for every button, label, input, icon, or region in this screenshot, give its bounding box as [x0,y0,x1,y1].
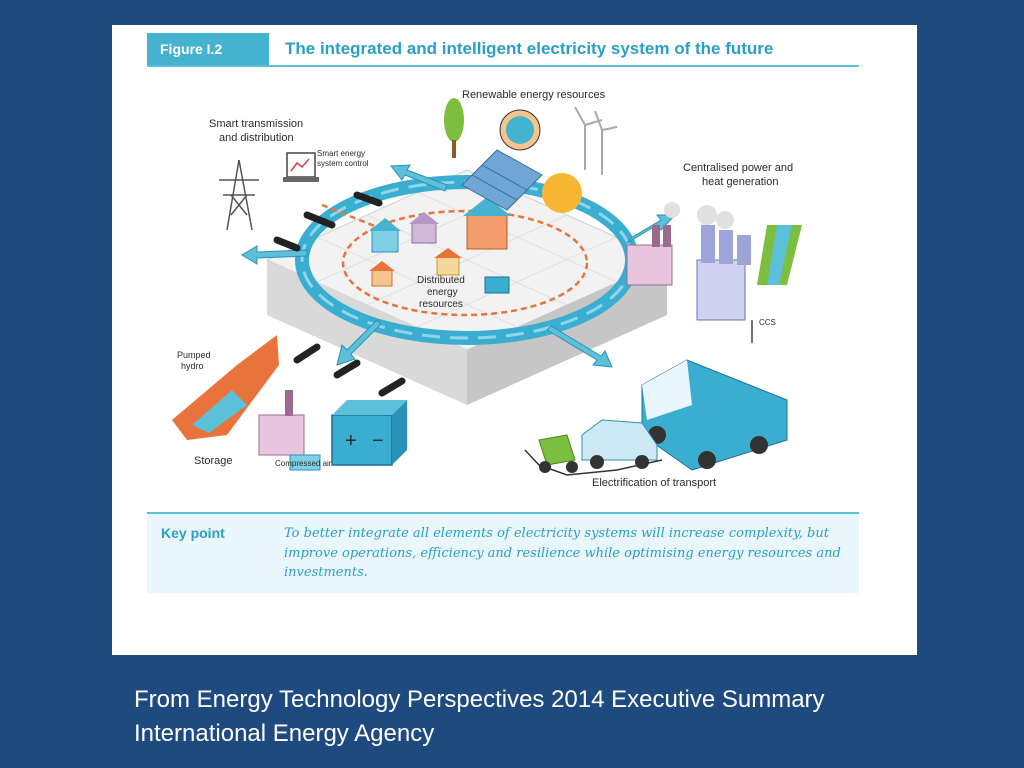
svg-text:−: − [372,430,384,452]
wind-turbine-icon [574,106,618,175]
label-smart-control-2: system control [317,159,369,168]
label-distributed-2: energy [427,287,458,298]
power-station [696,259,746,321]
cables [273,191,406,397]
label-renewable: Renewable energy resources [462,89,606,101]
car-icon [581,419,658,461]
orange-link [321,203,398,237]
compressed-air-tank [289,454,321,471]
battery-icon [331,414,393,466]
flow-arrows [241,164,677,368]
figure-title: The integrated and intelligent electrici… [285,39,774,58]
figure-panel: Figure I.2 The integrated and intelligen… [112,25,917,655]
label-pumped-1: Pumped [177,350,211,360]
label-centralised-1: Centralised power and [683,162,793,174]
figure-tag: Figure I.2 [147,33,269,65]
label-ccs: CCS [759,318,776,327]
electric-transport [524,359,788,476]
key-point-text: To better integrate all elements of elec… [284,526,841,580]
house-2 [411,222,437,244]
key-point-label: Key point [161,525,225,541]
centralised-power-plant [626,202,802,343]
caption-line-1: From Energy Technology Perspectives 2014… [134,686,825,713]
label-distributed-1: Distributed [417,275,465,286]
caption-line-2: International Energy Agency [134,720,435,747]
transmission-tower-icon [219,159,259,231]
figure-header: Figure I.2 The integrated and intelligen… [147,33,859,67]
label-smart-control-1: Smart energy [317,149,365,158]
renewable-resources [444,98,618,213]
hydro-dam-icon [506,116,534,144]
pumped-hydro-icon [172,335,279,440]
house-1 [371,229,399,253]
electricity-system-diagram: + − Renewable energy resources Smart tra… [172,89,802,489]
house-5 [436,256,460,276]
label-transport: Electrification of transport [592,477,716,489]
sun-icon [542,173,582,213]
storage-elements: + − [172,335,407,471]
label-compressed-air: Compressed air [275,459,332,468]
label-smart-transmission-1: Smart transmission [209,118,303,130]
smart-control-monitor-icon [283,152,319,182]
house-4 [371,269,393,287]
factory-building [626,244,673,286]
tree-icon [444,98,464,142]
scooter-icon [538,434,576,466]
compressed-air-building [258,414,305,456]
label-centralised-2: heat generation [702,176,778,188]
svg-text:+: + [345,430,357,452]
battery-small [484,276,510,294]
slide-caption: From Energy Technology Perspectives 2014… [134,683,825,751]
arrow-bottom-left [336,319,382,366]
label-distributed-3: resources [419,299,463,310]
arrow-bottom-right [546,325,613,368]
charging-cable [524,449,663,476]
label-storage: Storage [194,455,233,467]
label-pumped-2: hydro [181,361,204,371]
key-point-box: Key point To better integrate all elemen… [147,512,859,593]
distributed-houses [369,197,511,294]
arrow-left [241,245,308,265]
distributed-ring [341,209,589,317]
arrow-top [390,164,448,192]
label-smart-transmission-2: and distribution [219,132,294,144]
house-3 [466,214,508,250]
